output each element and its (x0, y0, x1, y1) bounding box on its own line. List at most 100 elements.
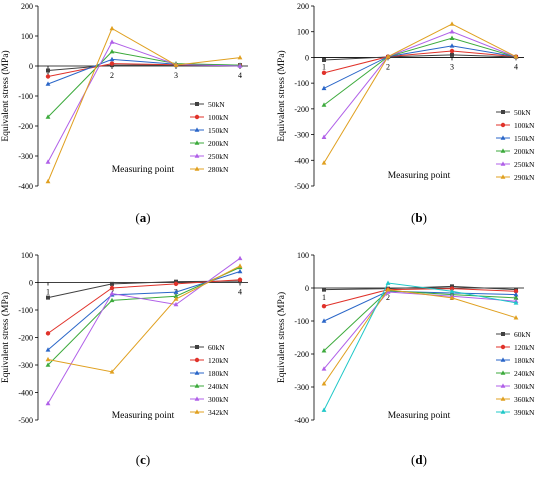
data-point-marker (237, 263, 243, 268)
y-axis-title: Equivalent stress (MPa) (276, 292, 287, 383)
series-line (323, 290, 517, 352)
series-1 (321, 48, 519, 76)
data-point-marker (45, 347, 51, 352)
x-tick-label: 2 (386, 62, 390, 71)
y-tick-label: -100 (18, 92, 33, 101)
legend-item: 60kN (496, 330, 531, 339)
legend-swatch-marker (500, 344, 506, 350)
y-tick-label: -200 (18, 334, 33, 343)
y-tick-label: -100 (18, 306, 33, 315)
y-tick-label: 0 (29, 279, 33, 288)
y-tick-label: -400 (18, 389, 33, 398)
legend-item: 120kN (190, 356, 229, 365)
data-point-marker (450, 52, 454, 57)
panel-label-close: ) (423, 452, 427, 467)
legend-label: 300kN (514, 382, 535, 391)
y-tick-label: 100 (297, 28, 309, 37)
legend-item: 240kN (190, 382, 229, 391)
panel-label: (b) (411, 210, 427, 225)
legend-label: 290kN (514, 173, 535, 182)
data-point-marker (321, 381, 327, 386)
legend-label: 150kN (514, 134, 535, 143)
data-point-marker (321, 70, 327, 76)
legend-swatch-marker (194, 153, 200, 158)
data-point-marker (45, 178, 51, 184)
legend-label: 100kN (208, 113, 229, 122)
series-line (323, 282, 517, 411)
y-axis-title: Equivalent stress (MPa) (276, 50, 287, 141)
legend-item: 100kN (496, 121, 535, 130)
data-point-marker (237, 55, 243, 60)
panel-label: (a) (135, 210, 150, 225)
x-tick-label: 3 (174, 71, 178, 80)
legend-label: 240kN (208, 382, 229, 391)
legend-swatch-marker (194, 357, 200, 363)
legend-item: 150kN (496, 134, 535, 143)
data-point-marker (450, 284, 454, 289)
chart-panel-a: 2001000-100-200-300-400123450kN100kN150k… (0, 2, 248, 225)
legend-item: 250kN (190, 152, 229, 161)
x-axis-title: Measuring point (112, 165, 175, 175)
series-line (323, 37, 517, 106)
legend-swatch-marker (500, 122, 506, 128)
y-tick-label: -300 (294, 383, 309, 392)
legend-item: 280kN (190, 165, 229, 174)
data-point-marker (45, 362, 51, 367)
panel-label: (d) (411, 452, 427, 467)
x-tick-label: 1 (322, 62, 326, 71)
legend-item: 200kN (496, 147, 535, 156)
series-6 (321, 280, 519, 412)
y-tick-label: -200 (294, 350, 309, 359)
legend: 60kN 120kN 180kN 240kN 300kN 342kN (190, 343, 229, 417)
y-tick-label: 0 (305, 53, 309, 62)
y-tick-label: 0 (305, 284, 309, 293)
legend-label: 60kN (514, 330, 531, 339)
x-tick-label: 2 (386, 293, 390, 302)
legend-item: 390kN (496, 408, 535, 417)
data-point-marker (385, 287, 391, 292)
legend-swatch-marker (194, 140, 200, 145)
data-point-marker (385, 289, 391, 294)
series-line (323, 290, 517, 322)
data-point-marker (237, 255, 243, 261)
series-line (323, 23, 517, 164)
data-point-marker (109, 297, 115, 303)
data-point-marker (173, 62, 179, 67)
data-point-marker (237, 268, 243, 274)
legend-swatch-marker (500, 409, 506, 414)
series-4 (321, 289, 519, 371)
legend-label: 50kN (514, 108, 531, 117)
data-point-marker (385, 54, 391, 59)
legend-swatch-marker (194, 396, 200, 401)
y-tick-label: -500 (294, 182, 309, 191)
legend-item: 180kN (496, 356, 535, 365)
panel-label: (c) (136, 452, 150, 467)
legend-label: 280kN (208, 165, 229, 174)
legend-label: 200kN (208, 139, 229, 148)
chart-panel-d: 1000-100-200-300-400123460kN120kN180kN24… (276, 251, 535, 467)
legend-label: 120kN (208, 356, 229, 365)
data-point-marker (322, 58, 326, 62)
legend-swatch-marker (501, 332, 505, 336)
panel-label-close: ) (146, 452, 150, 467)
y-tick-label: -300 (18, 152, 33, 161)
data-point-marker (45, 114, 51, 119)
x-tick-label: 4 (514, 62, 518, 71)
data-point-marker (109, 290, 115, 296)
chart-panel-b: 200 100 0 -100 -200 -300 -400 -500 1 2 3 4 50kN 100kN… (276, 2, 535, 225)
data-point-marker (449, 29, 455, 34)
data-point-marker (321, 407, 327, 412)
y-tick-label: 0 (29, 62, 33, 71)
data-point-marker (449, 286, 455, 291)
data-point-marker (513, 289, 519, 294)
data-point-marker (513, 295, 519, 300)
legend-item: 290kN (496, 173, 535, 182)
data-point-marker (237, 63, 243, 68)
data-point-marker (321, 348, 327, 353)
legend-item: 200kN (190, 139, 229, 148)
data-point-marker (109, 49, 115, 54)
x-axis-title: Measuring point (388, 411, 451, 421)
series-2 (321, 43, 519, 91)
x-tick-label: 1 (322, 293, 326, 302)
legend-label: 300kN (208, 395, 229, 404)
